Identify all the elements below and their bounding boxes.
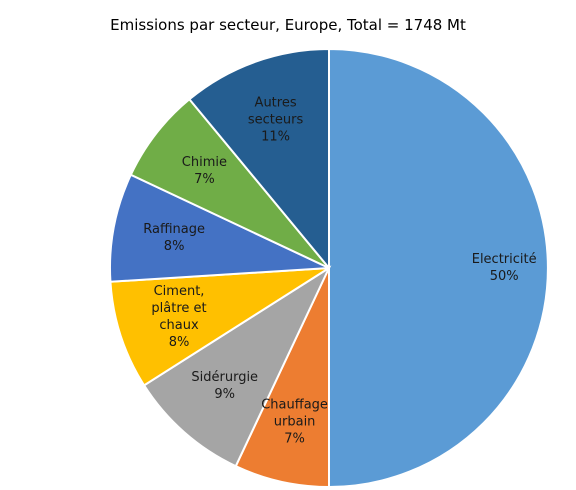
value-label: 8% <box>163 239 185 255</box>
category-label: Autres secteurs <box>247 95 304 128</box>
category-label: Sidérurgie <box>191 370 259 386</box>
slice-label: Electricité 50% <box>462 251 546 285</box>
value-label: 8% <box>168 334 190 350</box>
pie-slice <box>142 265 332 468</box>
slice-label: Autres secteurs 11% <box>234 94 318 145</box>
slice-label: Chimie 7% <box>162 154 246 188</box>
pie-slice <box>109 267 330 387</box>
category-label: Electricité <box>471 252 537 267</box>
value-label: 7% <box>284 431 305 447</box>
slice-label: Chauffage urbain 7% <box>253 396 337 447</box>
value-label: 11% <box>261 129 291 145</box>
category-label: Ciment, plâtre et chaux <box>151 283 207 333</box>
value-label: 7% <box>194 172 215 188</box>
category-label: Chimie <box>181 155 227 171</box>
slice-label: Sidérurgie 9% <box>183 369 267 403</box>
chart-title: Emissions par secteur, Europe, Total = 1… <box>110 16 466 34</box>
category-label: Raffinage <box>143 222 205 238</box>
slice-label: Raffinage 8% <box>132 221 216 255</box>
pie-slice <box>109 173 330 283</box>
value-label: 50% <box>489 269 519 284</box>
pie-slice <box>187 47 330 271</box>
category-label: Chauffage urbain <box>261 397 328 430</box>
value-label: 9% <box>214 387 236 403</box>
slice-label: Ciment, plâtre et chaux 8% <box>137 283 221 351</box>
pie-slice <box>328 47 549 489</box>
